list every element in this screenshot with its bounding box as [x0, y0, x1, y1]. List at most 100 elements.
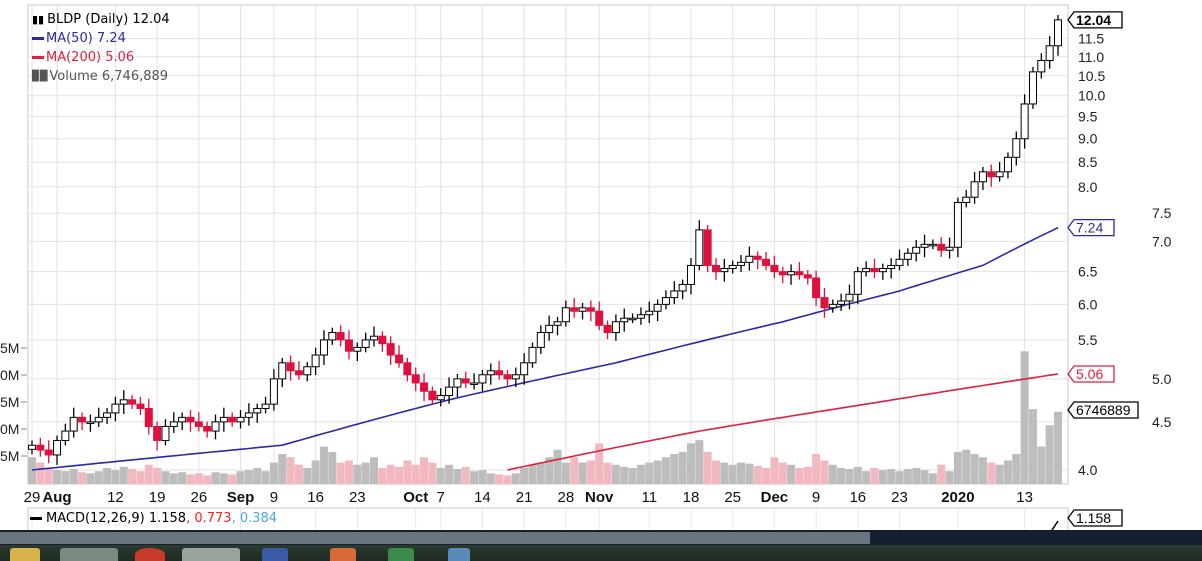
y-tick-label: 10.0 — [1078, 88, 1105, 104]
volume-bar — [987, 462, 996, 484]
volume-bar — [344, 460, 353, 484]
candle-body — [486, 370, 495, 376]
x-tick-label: 21 — [516, 489, 533, 506]
ie-taskbar-icon[interactable] — [60, 548, 118, 561]
candle-body — [1003, 156, 1012, 173]
x-tick-label: 19 — [149, 489, 166, 506]
volume-bar — [795, 467, 804, 484]
app-taskbar-icon[interactable] — [182, 548, 240, 561]
volume-bar — [144, 464, 153, 484]
candle-body — [745, 255, 754, 263]
volume-bar — [253, 467, 262, 484]
x-tick-label: 28 — [558, 489, 575, 506]
excel-taskbar-icon[interactable] — [388, 548, 414, 561]
volume-bar — [778, 462, 787, 484]
volume-bar — [737, 462, 746, 484]
candle-body — [61, 430, 70, 441]
volume-bar — [128, 469, 137, 484]
candle-body — [428, 390, 437, 401]
volume-bar — [870, 467, 879, 484]
volume-bar — [328, 451, 337, 484]
candle-body — [978, 171, 987, 183]
x-tick-label: 23 — [349, 489, 366, 506]
y-tick-label: 6.0 — [1078, 296, 1098, 312]
volume-bar — [820, 460, 829, 484]
volume-bar — [311, 460, 320, 484]
volume-bar — [862, 471, 871, 484]
legend-ma200: MA(200) 5.06 — [46, 50, 135, 65]
volume-bar — [403, 460, 412, 484]
candle-body — [86, 421, 95, 424]
candle-body — [928, 243, 937, 247]
candle-body — [737, 261, 746, 266]
candle-body — [970, 181, 979, 198]
volume-bar — [770, 457, 779, 484]
y-tick-label: 10.5 — [1078, 68, 1105, 84]
volume-bar — [136, 471, 145, 484]
volume-bar — [336, 462, 345, 484]
volume-bar — [828, 464, 837, 484]
volume-bar — [945, 471, 954, 484]
candle-body — [762, 258, 771, 266]
candle-body — [845, 293, 854, 302]
candle-body — [386, 343, 395, 356]
volume-bar — [153, 467, 162, 484]
volume-bar — [937, 464, 946, 484]
volume-bar — [370, 457, 378, 484]
macd-signal: , 0.773 — [186, 511, 232, 526]
outlook-taskbar-icon[interactable] — [448, 548, 470, 561]
candlestick-icon: ▮▮ — [32, 13, 45, 26]
volume-bar — [928, 473, 937, 484]
candle-body — [553, 321, 562, 326]
candle-body — [78, 416, 87, 423]
candle-body — [128, 399, 137, 405]
explorer-taskbar-icon[interactable] — [10, 548, 40, 561]
candle-body — [962, 196, 971, 203]
volume-bar — [661, 457, 670, 484]
candle-body — [353, 346, 362, 352]
candle-body — [244, 412, 253, 418]
x-tick-label: 2020 — [941, 489, 974, 506]
horizontal-scrollbar[interactable] — [0, 530, 1202, 545]
plot-area — [27, 4, 1069, 485]
candle-body — [953, 201, 962, 248]
last-price-tag-box — [1067, 11, 1123, 29]
candle-body — [495, 370, 504, 376]
ma50-tag: 7.24 — [1076, 220, 1103, 236]
candle-body — [445, 386, 454, 397]
candle-body — [520, 362, 529, 376]
candle-body — [887, 264, 896, 270]
candle-body — [870, 268, 879, 273]
macd-tag: 1.158 — [1076, 510, 1111, 526]
volume-bar — [561, 462, 570, 484]
scrollbar-thumb[interactable] — [0, 532, 870, 544]
candle-body — [420, 382, 429, 392]
candle-body — [53, 439, 62, 456]
y-tick-label: 8.0 — [1078, 179, 1098, 195]
volume-bar — [978, 457, 987, 484]
candle-body — [720, 268, 729, 273]
powerpoint-taskbar-icon[interactable] — [330, 548, 356, 561]
volume-bar — [1054, 411, 1062, 484]
y-tick-label: 6.5 — [1078, 264, 1098, 280]
volume-bar — [878, 470, 887, 484]
chrome-taskbar-icon[interactable] — [135, 548, 165, 561]
candle-body — [628, 317, 637, 321]
candle-body — [695, 229, 704, 266]
candle-body — [1012, 138, 1021, 158]
volume-bar — [1012, 454, 1021, 484]
candle-body — [753, 255, 762, 260]
volume-bar — [194, 473, 203, 484]
volume-bar — [286, 457, 295, 484]
price-chart: 11.5 11.0 10.5 10.0 9.5 9.0 8.5 8.0 7.5 7.0 6.5 6.0… — [0, 4, 1172, 530]
volume-bar — [845, 469, 854, 484]
y-tick-label: 7.0 — [1152, 233, 1172, 249]
y-tick-label: 7.5 — [1152, 205, 1172, 221]
word-taskbar-icon[interactable] — [262, 548, 288, 561]
y-tick-label: 9.5 — [1078, 109, 1098, 125]
volume-bar — [653, 460, 662, 484]
candle-body — [945, 246, 954, 251]
volume-bar — [453, 469, 462, 484]
volume-bar — [636, 464, 645, 484]
candle-body — [186, 416, 195, 423]
